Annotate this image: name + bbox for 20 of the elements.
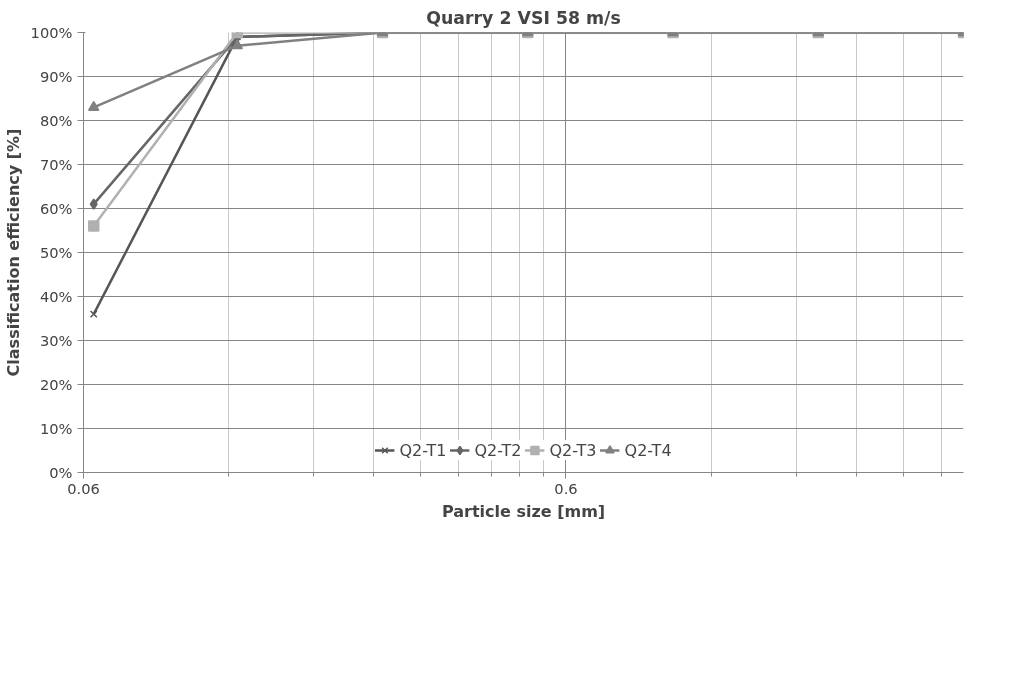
y-tick-label: 10%: [39, 420, 73, 437]
y-tick-label: 100%: [30, 24, 73, 41]
y-axis-title: Classification efficiency [%]: [3, 128, 23, 377]
legend-label: Q2-T4: [624, 440, 672, 460]
x-tick-label: 0.06: [67, 479, 100, 497]
legend-label: Q2-T2: [474, 440, 522, 460]
legend-label: Q2-T1: [399, 440, 447, 460]
legend-label: Q2-T3: [549, 440, 597, 460]
y-tick-label: 80%: [39, 112, 73, 129]
y-tick-label: 40%: [39, 288, 73, 305]
y-tick-label: 90%: [39, 68, 73, 85]
x-axis-title: Particle size [mm]: [441, 501, 606, 521]
chart-title: Quarry 2 VSI 58 m/s: [426, 7, 621, 28]
y-tick-label: 30%: [39, 332, 73, 349]
y-tick-label: 20%: [39, 376, 73, 393]
y-tick-label: 70%: [39, 156, 73, 173]
y-tick-label: 0%: [49, 464, 73, 481]
y-tick-label: 50%: [39, 244, 73, 261]
x-tick-label: 0.6: [554, 479, 578, 497]
y-tick-label: 60%: [39, 200, 73, 217]
